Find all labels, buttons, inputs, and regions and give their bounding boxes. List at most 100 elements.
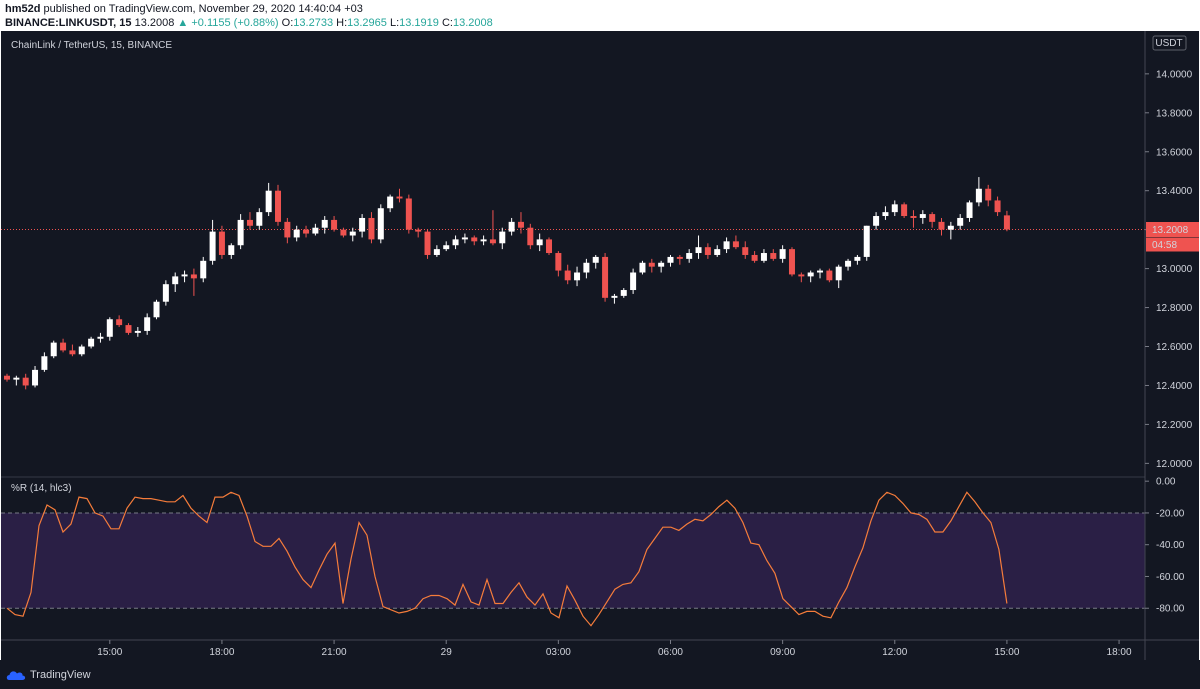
candle-body: [536, 239, 543, 246]
price-tick-label: 13.4000: [1156, 186, 1193, 197]
candle: [536, 233, 543, 252]
candle: [704, 243, 711, 259]
candle-body: [947, 225, 954, 230]
chart-svg[interactable]: 12.0000 12.2000 12.4000 12.6000 12.8000 13.00…: [1, 31, 1199, 660]
candle: [340, 227, 347, 238]
candle-body: [284, 221, 291, 238]
candle: [760, 249, 767, 263]
candle: [770, 249, 777, 261]
candle: [742, 241, 749, 259]
candle: [546, 237, 553, 255]
candle: [60, 338, 67, 353]
candle: [200, 256, 207, 283]
candle-body: [331, 219, 338, 230]
low-label: L:: [389, 17, 400, 29]
candle-body: [88, 338, 95, 347]
price-tick-label: 12.0000: [1156, 459, 1193, 470]
candle: [499, 227, 506, 250]
candle: [303, 225, 310, 238]
candle-body: [480, 239, 487, 242]
candle-body: [574, 272, 581, 281]
candle-body: [69, 350, 76, 355]
candle-body: [751, 254, 758, 261]
time-tick-label: 21:00: [322, 647, 347, 658]
price-tick-label: 13.6000: [1156, 147, 1193, 158]
candle: [583, 258, 590, 279]
tradingview-logo[interactable]: TradingView: [6, 668, 91, 682]
candle: [424, 229, 431, 259]
author-name[interactable]: hm52d: [5, 3, 41, 15]
candle: [246, 212, 253, 230]
candle: [312, 223, 319, 236]
price-change: ▲ +0.1155 (+0.88%): [177, 17, 279, 29]
candle: [209, 219, 216, 265]
candle: [901, 202, 908, 218]
published-text: published on TradingView.com, November 2…: [43, 3, 363, 15]
candle-body: [938, 221, 945, 230]
candle-body: [13, 377, 20, 380]
candle: [648, 258, 655, 273]
candle-body: [648, 262, 655, 267]
candle: [153, 299, 160, 320]
close-value: 13.2008: [452, 17, 493, 29]
candle-body: [190, 274, 197, 279]
candle-body: [237, 219, 244, 246]
candle-body: [602, 256, 609, 298]
candle-body: [321, 219, 328, 228]
candle: [190, 268, 197, 296]
candle-body: [22, 377, 29, 386]
candle: [602, 253, 609, 302]
candle: [994, 196, 1001, 217]
wpr-layer: [6, 491, 1008, 627]
candle-body: [826, 270, 833, 281]
high-label: H:: [336, 17, 348, 29]
indicator-legend: %R (14, hlc3): [11, 483, 72, 494]
candle-body: [452, 239, 459, 246]
currency-button[interactable]: USDT: [1152, 35, 1187, 51]
wpr-line: [6, 491, 1008, 627]
publication-header: hm52d published on TradingView.com, Nove…: [0, 0, 1200, 30]
candle: [975, 177, 982, 207]
candle-body: [592, 256, 599, 263]
candle-body: [368, 217, 375, 240]
candle-body: [788, 249, 795, 275]
candle: [882, 206, 889, 220]
candle-body: [919, 214, 926, 218]
candle: [508, 217, 515, 236]
currency-label: USDT: [1155, 38, 1182, 49]
candle: [564, 264, 571, 285]
footer: TradingView: [0, 660, 1200, 689]
candle-body: [882, 212, 889, 217]
time-tick-label: 12:00: [882, 647, 907, 658]
candle: [732, 235, 739, 250]
countdown-tag-bg: [1146, 237, 1199, 252]
last-price-tag: 13.2008: [1152, 225, 1189, 236]
candle-body: [1003, 215, 1010, 230]
time-tick-label: 06:00: [658, 647, 683, 658]
candle-body: [228, 245, 235, 255]
currency-button-frame: [1152, 35, 1187, 51]
candle: [639, 260, 646, 275]
chart-area[interactable]: 12.0000 12.2000 12.4000 12.6000 12.8000 13.00…: [1, 31, 1199, 660]
price-tick-label: 12.4000: [1156, 381, 1193, 392]
candle-body: [779, 249, 786, 259]
candle-body: [639, 262, 646, 273]
candle: [134, 327, 141, 337]
low-value: 13.1919: [399, 17, 439, 29]
candle-body: [489, 239, 496, 244]
candle: [592, 254, 599, 269]
candle: [807, 270, 814, 283]
candle-body: [723, 241, 730, 250]
candle-body: [116, 319, 123, 326]
candle: [658, 260, 665, 273]
candle: [331, 216, 338, 232]
candle-body: [246, 219, 253, 226]
price-tick-label: 12.8000: [1156, 303, 1193, 314]
candle: [845, 258, 852, 271]
symbol-label: BINANCE:LINKUSDT, 15: [5, 17, 132, 29]
candle-body: [517, 221, 524, 228]
candle: [620, 288, 627, 298]
candle: [359, 214, 366, 238]
tradingview-cloud-icon: [6, 671, 26, 680]
candle: [957, 214, 964, 230]
